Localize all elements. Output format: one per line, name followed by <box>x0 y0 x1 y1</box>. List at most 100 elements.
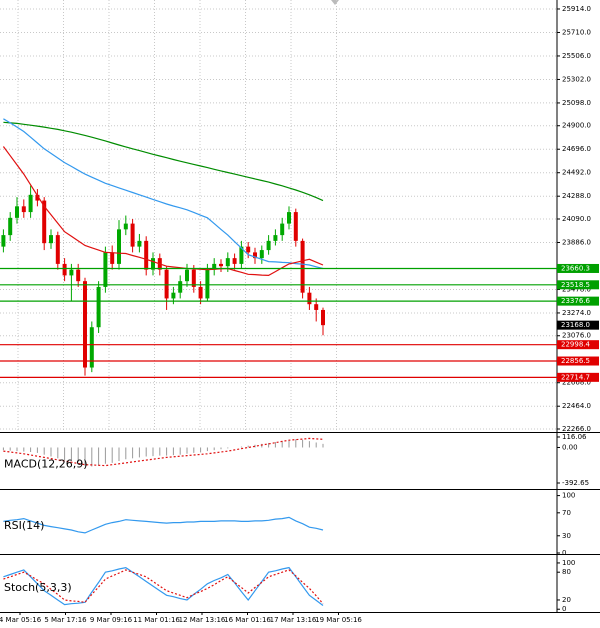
candle-body <box>287 212 291 224</box>
y-tick-label: 24090.0 <box>562 215 591 223</box>
candle-body <box>259 250 264 259</box>
candle-body <box>15 206 19 218</box>
candle-body <box>198 286 203 299</box>
current-price-label: 23168.0 <box>561 321 590 329</box>
indicator-title: RSI(14) <box>4 519 44 532</box>
candle-body <box>130 223 135 247</box>
y-tick-label: 22464.0 <box>562 402 591 410</box>
level-label: 22856.5 <box>561 357 590 365</box>
candle-body <box>171 292 176 299</box>
candle-body <box>293 212 298 241</box>
current-price-box <box>557 320 599 330</box>
candle-body <box>96 286 101 328</box>
candle-body <box>253 252 257 259</box>
candle-body <box>83 281 87 368</box>
x-tick-label: 12 Mar 13:16 <box>179 616 226 624</box>
y-tick-label: 100 <box>562 559 575 567</box>
candle-body <box>69 269 74 276</box>
y-tick-label: 100 <box>562 492 575 500</box>
candle-body <box>103 252 108 287</box>
level-label-box <box>557 356 599 366</box>
indicator-line <box>3 566 324 606</box>
y-tick-label: 25302.0 <box>562 75 591 83</box>
level-label: 23518.5 <box>561 281 590 289</box>
y-tick-label: 25506.0 <box>562 52 591 60</box>
y-tick-label: 70 <box>562 509 571 517</box>
candle-body <box>307 292 312 305</box>
y-tick-label: 22266.0 <box>562 425 591 433</box>
candle-body <box>280 223 285 236</box>
candle-body <box>314 304 319 310</box>
y-tick-label: 0 <box>562 549 566 557</box>
y-tick-label: -392.65 <box>562 479 589 487</box>
candle-body <box>300 240 305 293</box>
candle-body <box>117 229 121 264</box>
candle-body <box>225 258 230 267</box>
candle-body <box>137 240 142 247</box>
candle-body <box>232 258 237 264</box>
y-tick-label: 23478.0 <box>562 285 591 293</box>
candle-body <box>239 246 244 264</box>
candle-body <box>76 269 81 282</box>
shift-marker <box>331 0 339 5</box>
indicator-title: Stoch(5,3,3) <box>4 581 72 594</box>
x-tick-label: 5 Mar 17:16 <box>44 616 87 624</box>
y-tick-label: 30 <box>562 532 571 540</box>
indicator-line <box>3 437 324 467</box>
level-label-box <box>557 372 599 382</box>
y-tick-label: 20 <box>562 596 571 604</box>
level-label: 22998.4 <box>561 341 590 349</box>
candle-body <box>55 235 60 264</box>
candle-body <box>219 263 223 267</box>
candle-body <box>35 194 40 201</box>
candle-body <box>185 269 189 282</box>
candle-body <box>266 240 271 251</box>
y-tick-label: 24696.0 <box>562 145 591 153</box>
candle-body <box>321 309 325 326</box>
level-label-box <box>557 263 599 273</box>
candle-body <box>89 327 94 368</box>
level-label-box <box>557 340 599 350</box>
candle-body <box>21 206 26 213</box>
candle-body <box>8 217 13 236</box>
x-tick-label: 17 Mar 13:16 <box>270 616 317 624</box>
level-label-box <box>557 296 599 306</box>
candle-body <box>123 223 128 230</box>
y-tick-label: 23076.0 <box>562 332 591 340</box>
candle-body <box>42 200 47 244</box>
x-tick-label: 9 Mar 09:16 <box>90 616 133 624</box>
candle-body <box>49 235 53 244</box>
candle-body <box>28 194 33 213</box>
y-tick-label: 25914.0 <box>562 5 591 13</box>
candle-body <box>1 235 6 247</box>
candle-body <box>212 263 217 270</box>
y-tick-label: 24492.0 <box>562 169 591 177</box>
x-tick-label: 11 Mar 01:16 <box>133 616 180 624</box>
candle-body <box>164 269 169 299</box>
indicator-line <box>2 146 324 277</box>
y-tick-label: 23886.0 <box>562 238 591 246</box>
level-label: 22714.7 <box>561 373 590 381</box>
candle-body <box>246 246 251 253</box>
candle-body <box>191 269 196 287</box>
candle-body <box>144 240 149 270</box>
level-label: 23660.3 <box>561 264 590 272</box>
candle-body <box>110 252 115 264</box>
indicator-line <box>3 121 324 202</box>
y-tick-label: 22668.0 <box>562 379 591 387</box>
y-tick-label: 24900.0 <box>562 122 591 130</box>
x-tick-label: 4 Mar 05:16 <box>0 616 42 624</box>
indicator-title: MACD(12,26,9) <box>4 458 88 471</box>
y-tick-label: 25710.0 <box>562 28 591 36</box>
y-tick-label: 80 <box>562 568 571 576</box>
indicator-line <box>3 569 324 605</box>
indicator-line <box>3 516 324 534</box>
indicator-line <box>3 118 324 270</box>
level-label: 23376.6 <box>561 297 590 305</box>
candle-body <box>273 235 278 241</box>
candle-body <box>151 258 155 270</box>
y-tick-label: 0.00 <box>562 443 578 451</box>
